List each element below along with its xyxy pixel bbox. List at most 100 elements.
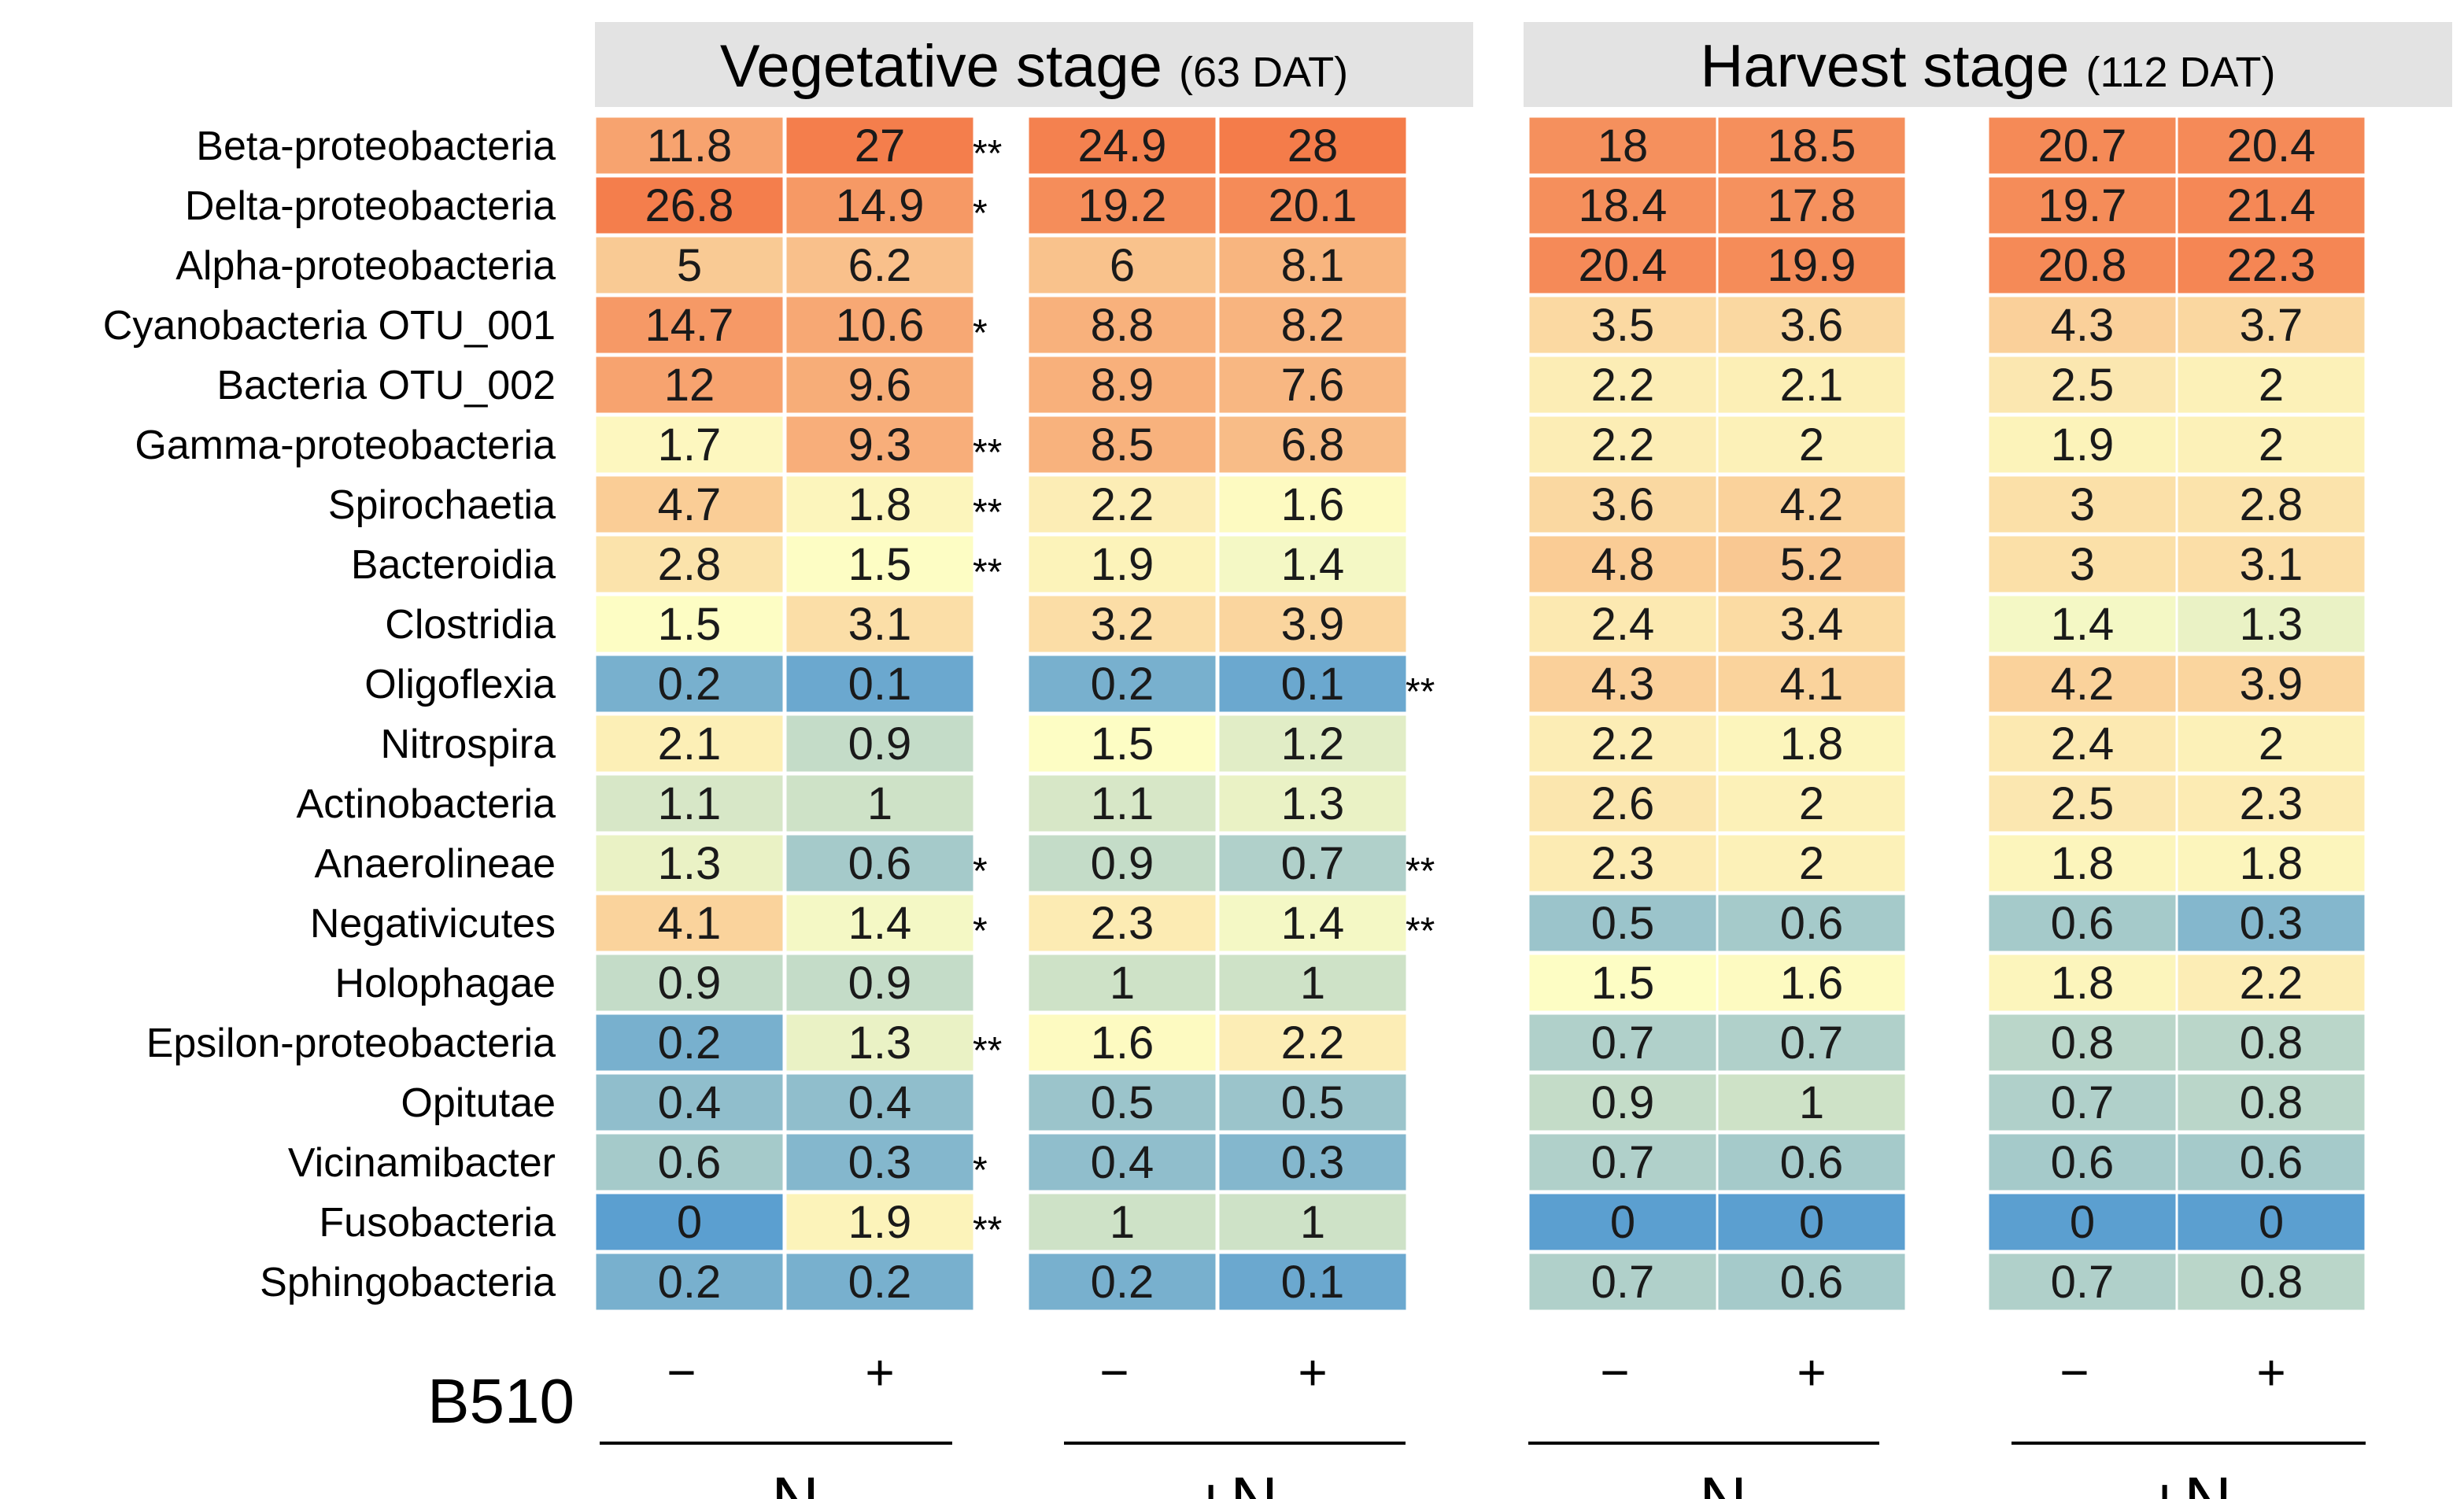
cell-value-label: 1.5 <box>1091 718 1154 770</box>
cell-value-label: 0.9 <box>848 718 912 770</box>
cell-value-label: 1.8 <box>848 479 912 530</box>
heatmap-cell <box>2175 1012 2367 1073</box>
b510-sign: − <box>2059 1344 2089 1401</box>
heatmap-cell <box>1716 534 1908 595</box>
heatmap-cell <box>593 713 785 774</box>
heatmap-cell <box>784 1251 976 1313</box>
stage-header-bar <box>1524 22 2452 107</box>
cell-value-label: 1.6 <box>1281 479 1345 530</box>
heatmap-cell <box>593 892 785 954</box>
cell-value-label: 2 <box>1799 419 1824 471</box>
cell-value-label: 1.4 <box>1281 539 1345 590</box>
heatmap-cell <box>2175 833 2367 894</box>
cell-value-label: 8.9 <box>1091 360 1154 411</box>
heatmap-cell <box>1026 1251 1218 1313</box>
cell-value-label: 0.5 <box>1091 1077 1154 1128</box>
cell-value-label: 1.7 <box>658 419 722 471</box>
cell-value-label: 3.9 <box>2240 659 2303 710</box>
row-label: Nitrospira <box>381 722 556 767</box>
cell-value-label: 3.6 <box>1591 479 1655 530</box>
cell-value-label: 0.9 <box>658 958 722 1009</box>
row-label: Epsilon-proteobacteria <box>146 1021 556 1066</box>
row-label: Cyanobacteria OTU_001 <box>103 303 556 349</box>
cell-value-label: 0.7 <box>2051 1257 2115 1308</box>
significance-marker: ** <box>973 552 1002 593</box>
cell-value-label: 1 <box>1110 1197 1135 1248</box>
heatmap-cell <box>593 474 785 535</box>
cell-value-label: 27 <box>855 120 906 172</box>
heatmap-cell <box>1026 952 1218 1013</box>
cell-value-label: 0 <box>1610 1197 1635 1248</box>
heatmap-cell <box>784 1012 976 1073</box>
heatmap-cell <box>1716 833 1908 894</box>
row-label: Alpha-proteobacteria <box>175 243 556 289</box>
cell-value-label: 17.8 <box>1768 180 1856 231</box>
b510-sign: − <box>1600 1344 1629 1401</box>
cell-value-label: 1.3 <box>1281 778 1345 829</box>
heatmap-cell <box>1217 1012 1409 1073</box>
cell-value-label: 2.1 <box>1780 360 1844 411</box>
nitrogen-group-label: −N <box>1661 1464 1747 1499</box>
significance-marker: ** <box>973 1030 1002 1072</box>
heatmap-cell <box>1986 474 2178 535</box>
cell-value-label: 1.3 <box>2240 599 2303 650</box>
heatmap-cell <box>593 175 785 236</box>
heatmap-cell <box>2175 1072 2367 1133</box>
significance-marker: * <box>973 910 988 952</box>
cell-value-label: 0.7 <box>2051 1077 2115 1128</box>
stage-header-bar <box>595 22 1473 107</box>
cell-value-label: 11.8 <box>647 120 733 172</box>
row-label: Anaerolineae <box>315 841 556 887</box>
heatmap-cell <box>1527 952 1719 1013</box>
heatmap-cell <box>1026 354 1218 415</box>
cell-value-label: 1.9 <box>848 1197 912 1248</box>
heatmap-cell <box>1026 1072 1218 1133</box>
cell-value-label: 1.4 <box>1281 898 1345 949</box>
cell-value-label: 1.2 <box>1281 718 1345 770</box>
cell-value-label: 1.8 <box>2051 958 2115 1009</box>
heatmap-cell <box>1716 414 1908 475</box>
cell-value-label: 5.2 <box>1780 539 1844 590</box>
cell-value-label: 0.8 <box>2051 1017 2115 1069</box>
heatmap-cell <box>1217 1132 1409 1193</box>
heatmap-cell <box>1217 653 1409 714</box>
row-label: Sphingobacteria <box>260 1260 556 1305</box>
heatmap-cell <box>1217 354 1409 415</box>
cell-value-label: 0.3 <box>848 1137 912 1188</box>
heatmap-cell <box>2175 354 2367 415</box>
heatmap-cell <box>2175 414 2367 475</box>
heatmap-cell <box>1217 234 1409 296</box>
heatmap-cell <box>1026 234 1218 296</box>
cell-value-label: 0.9 <box>848 958 912 1009</box>
heatmap-cell <box>1716 1132 1908 1193</box>
heatmap-cell <box>1527 534 1719 595</box>
heatmap-cell <box>784 593 976 655</box>
cell-value-label: 0.8 <box>2240 1257 2303 1308</box>
heatmap-cell <box>1217 414 1409 475</box>
cell-value-label: 7.6 <box>1281 360 1345 411</box>
heatmap-cell <box>1527 1012 1719 1073</box>
heatmap-cell <box>1217 1072 1409 1133</box>
heatmap-cell <box>1026 713 1218 774</box>
heatmap-cell <box>1217 1251 1409 1313</box>
heatmap-cell <box>1026 892 1218 954</box>
significance-marker: ** <box>973 133 1002 175</box>
cell-value-label: 5 <box>677 240 702 291</box>
heatmap-cell <box>1986 1132 2178 1193</box>
heatmap-cell <box>1527 294 1719 356</box>
significance-marker: ** <box>973 492 1002 534</box>
cell-value-label: 3.1 <box>848 599 912 650</box>
cell-value-label: 1.3 <box>658 838 722 889</box>
cell-value-label: 10.6 <box>836 300 925 351</box>
heatmap-cell <box>1986 773 2178 834</box>
cell-value-label: 0.7 <box>1591 1257 1655 1308</box>
heatmap-cell <box>1026 833 1218 894</box>
heatmap-cell <box>1527 1251 1719 1313</box>
cell-value-label: 20.1 <box>1269 180 1358 231</box>
row-label: Bacteroidia <box>351 542 556 588</box>
cell-value-label: 0.6 <box>1780 898 1844 949</box>
heatmap-cell <box>784 952 976 1013</box>
heatmap-cell <box>784 234 976 296</box>
heatmap-cell <box>1716 952 1908 1013</box>
b510-sign: + <box>2256 1344 2285 1401</box>
